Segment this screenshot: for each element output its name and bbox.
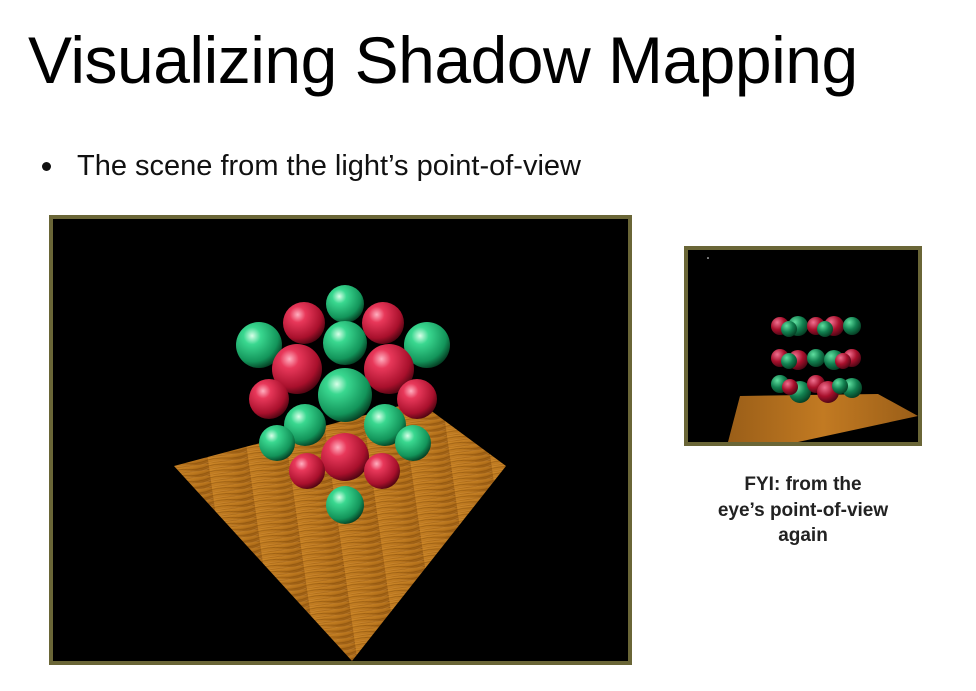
eye-view-caption: FYI: from the eye’s point-of-view again — [688, 472, 918, 549]
light-view-scene — [174, 285, 506, 661]
caption-line: eye’s point-of-view — [717, 499, 889, 521]
slide-title: Visualizing Shadow Mapping — [28, 23, 858, 97]
wood-floor-small — [728, 394, 918, 442]
light-view-image — [49, 215, 632, 665]
bullet-text: The scene from the light’s point-of-view — [77, 150, 581, 182]
bullet-item: The scene from the light’s point-of-view — [42, 150, 581, 183]
sphere-cluster — [236, 285, 450, 524]
eye-view-scene — [707, 257, 918, 442]
wood-floor — [174, 401, 506, 661]
sphere-grid — [771, 316, 862, 403]
bullet-dot-icon — [42, 162, 51, 171]
eye-view-image — [684, 246, 922, 446]
caption-line: FYI: from the — [744, 474, 862, 495]
caption-line: again — [778, 525, 828, 547]
